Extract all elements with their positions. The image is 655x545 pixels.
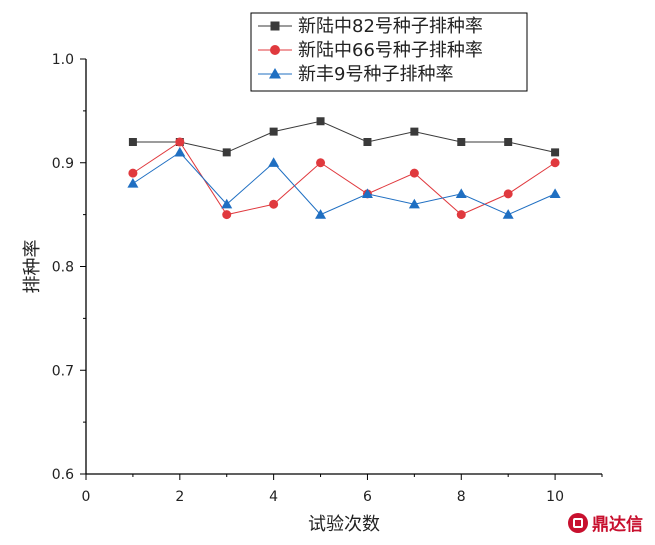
data-point <box>457 138 466 146</box>
y-axis-title: 排种率 <box>22 240 43 294</box>
series-3 <box>127 146 561 219</box>
series-line <box>132 120 556 153</box>
data-point <box>315 209 327 219</box>
y-tick-label: 0.9 <box>52 156 74 172</box>
data-point <box>268 157 280 167</box>
x-tick-label: 10 <box>546 489 564 505</box>
series-2 <box>128 137 560 220</box>
legend-box <box>250 12 528 92</box>
data-point <box>316 117 325 126</box>
data-point <box>174 146 186 157</box>
y-tick-label: 0.8 <box>52 260 74 276</box>
legend-marker <box>270 21 280 31</box>
data-point <box>175 137 185 147</box>
chart-axes <box>85 59 602 475</box>
data-point <box>455 188 467 198</box>
data-point <box>503 189 513 199</box>
y-tick-label: 1.0 <box>52 52 74 68</box>
data-point <box>128 138 137 146</box>
data-point <box>502 209 514 219</box>
x-tick-label: 0 <box>82 489 91 505</box>
chart-ticks: 0 2 4 6 8 10 0.6 0.7 0.8 0.9 1.0 <box>52 52 603 505</box>
x-tick-label: 2 <box>175 489 184 505</box>
data-point <box>269 199 279 209</box>
legend-marker <box>270 45 280 55</box>
series-line <box>132 151 556 216</box>
data-point <box>361 188 373 198</box>
data-point <box>550 158 560 168</box>
legend-label: 新陆中82号种子排种率 <box>298 16 483 37</box>
data-point <box>549 188 561 198</box>
data-point <box>221 198 233 209</box>
data-point <box>128 168 138 178</box>
y-tick-label: 0.6 <box>52 467 74 483</box>
data-point <box>408 198 420 209</box>
data-point <box>456 210 466 220</box>
watermark-text: 鼎达信 <box>592 515 643 535</box>
x-axis-title: 试验次数 <box>308 514 380 535</box>
chart-series <box>127 117 561 220</box>
data-point <box>363 138 372 146</box>
data-point <box>409 168 419 178</box>
data-point <box>410 127 419 136</box>
seal-icon <box>568 512 588 533</box>
data-point <box>222 148 231 157</box>
data-point <box>316 158 326 168</box>
legend-label: 新陆中66号种子排种率 <box>298 40 483 61</box>
y-tick-label: 0.7 <box>52 363 74 379</box>
x-tick-label: 6 <box>363 489 372 505</box>
data-point <box>127 178 139 188</box>
data-point <box>504 138 513 146</box>
data-point <box>551 148 560 157</box>
x-tick-label: 8 <box>457 489 466 505</box>
x-tick-label: 4 <box>269 489 278 505</box>
watermark: 鼎达信 <box>568 510 643 535</box>
data-point <box>222 210 232 220</box>
data-point <box>269 127 278 136</box>
legend-marker <box>269 68 281 79</box>
series-1 <box>128 117 560 157</box>
legend-label: 新丰9号种子排种率 <box>298 64 453 85</box>
